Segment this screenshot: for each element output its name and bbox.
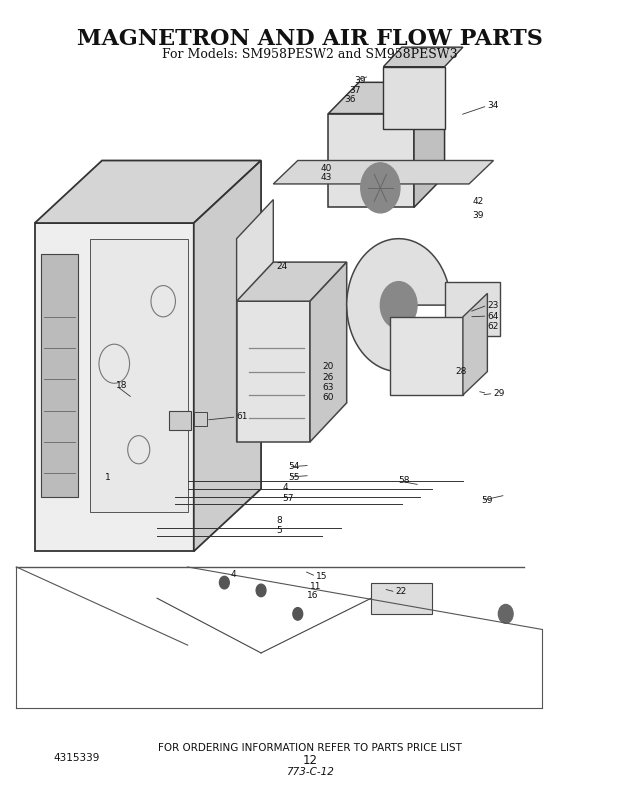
Text: 59: 59 bbox=[481, 496, 493, 505]
Polygon shape bbox=[445, 282, 500, 337]
Text: 1: 1 bbox=[105, 472, 111, 482]
Polygon shape bbox=[383, 66, 445, 130]
Text: 16: 16 bbox=[307, 592, 319, 600]
Text: 18: 18 bbox=[116, 381, 128, 390]
Polygon shape bbox=[463, 293, 487, 395]
Polygon shape bbox=[90, 239, 188, 512]
Polygon shape bbox=[389, 317, 463, 395]
Circle shape bbox=[219, 577, 229, 589]
Text: 60: 60 bbox=[322, 393, 334, 402]
Text: 5: 5 bbox=[277, 525, 282, 535]
Text: 24: 24 bbox=[277, 261, 288, 270]
Text: 773-C-12: 773-C-12 bbox=[286, 767, 334, 777]
Text: 64: 64 bbox=[487, 311, 498, 321]
Text: 61: 61 bbox=[237, 412, 248, 421]
Text: 37: 37 bbox=[349, 85, 361, 95]
Circle shape bbox=[293, 608, 303, 620]
Text: 58: 58 bbox=[399, 476, 410, 486]
Circle shape bbox=[256, 584, 266, 596]
Text: 62: 62 bbox=[487, 322, 498, 332]
Text: 34: 34 bbox=[487, 101, 498, 111]
Polygon shape bbox=[35, 160, 261, 223]
Text: 54: 54 bbox=[288, 462, 300, 472]
Polygon shape bbox=[194, 160, 261, 551]
Polygon shape bbox=[383, 47, 463, 66]
Text: 40: 40 bbox=[321, 164, 332, 173]
Text: 43: 43 bbox=[321, 173, 332, 182]
Polygon shape bbox=[414, 82, 445, 208]
Polygon shape bbox=[329, 114, 414, 208]
Wedge shape bbox=[347, 239, 451, 371]
Text: 55: 55 bbox=[288, 472, 300, 482]
Polygon shape bbox=[237, 262, 347, 301]
Polygon shape bbox=[35, 223, 194, 551]
Circle shape bbox=[361, 163, 400, 213]
Text: For Models: SM958PESW2 and SM958PESW3: For Models: SM958PESW2 and SM958PESW3 bbox=[162, 48, 458, 62]
Text: 23: 23 bbox=[487, 301, 498, 310]
Text: 26: 26 bbox=[322, 373, 334, 382]
Text: 57: 57 bbox=[283, 494, 294, 502]
Text: 4315339: 4315339 bbox=[53, 754, 99, 763]
Text: 39: 39 bbox=[354, 77, 366, 85]
Text: 4: 4 bbox=[283, 483, 288, 491]
Text: 39: 39 bbox=[472, 211, 484, 220]
Text: 29: 29 bbox=[494, 389, 505, 398]
Polygon shape bbox=[310, 262, 347, 442]
Polygon shape bbox=[329, 82, 445, 114]
Text: 11: 11 bbox=[310, 582, 322, 591]
Text: 28: 28 bbox=[456, 367, 467, 376]
Text: 12: 12 bbox=[303, 754, 317, 766]
Polygon shape bbox=[371, 582, 432, 614]
Text: 63: 63 bbox=[322, 382, 334, 392]
Text: MAGNETRON AND AIR FLOW PARTS: MAGNETRON AND AIR FLOW PARTS bbox=[77, 28, 543, 51]
Text: FOR ORDERING INFORMATION REFER TO PARTS PRICE LIST: FOR ORDERING INFORMATION REFER TO PARTS … bbox=[158, 743, 462, 754]
Text: 15: 15 bbox=[316, 572, 327, 581]
Bar bbox=[169, 411, 191, 431]
Polygon shape bbox=[237, 301, 310, 442]
Text: 4: 4 bbox=[231, 570, 236, 579]
Circle shape bbox=[380, 282, 417, 329]
Text: 22: 22 bbox=[396, 588, 407, 596]
Polygon shape bbox=[237, 200, 273, 442]
Text: 36: 36 bbox=[344, 95, 356, 104]
Bar bbox=[194, 412, 207, 427]
Text: 8: 8 bbox=[277, 516, 282, 525]
Text: 20: 20 bbox=[322, 363, 334, 371]
Polygon shape bbox=[41, 254, 78, 497]
Circle shape bbox=[498, 604, 513, 623]
Text: 42: 42 bbox=[472, 197, 484, 205]
Polygon shape bbox=[273, 160, 494, 184]
